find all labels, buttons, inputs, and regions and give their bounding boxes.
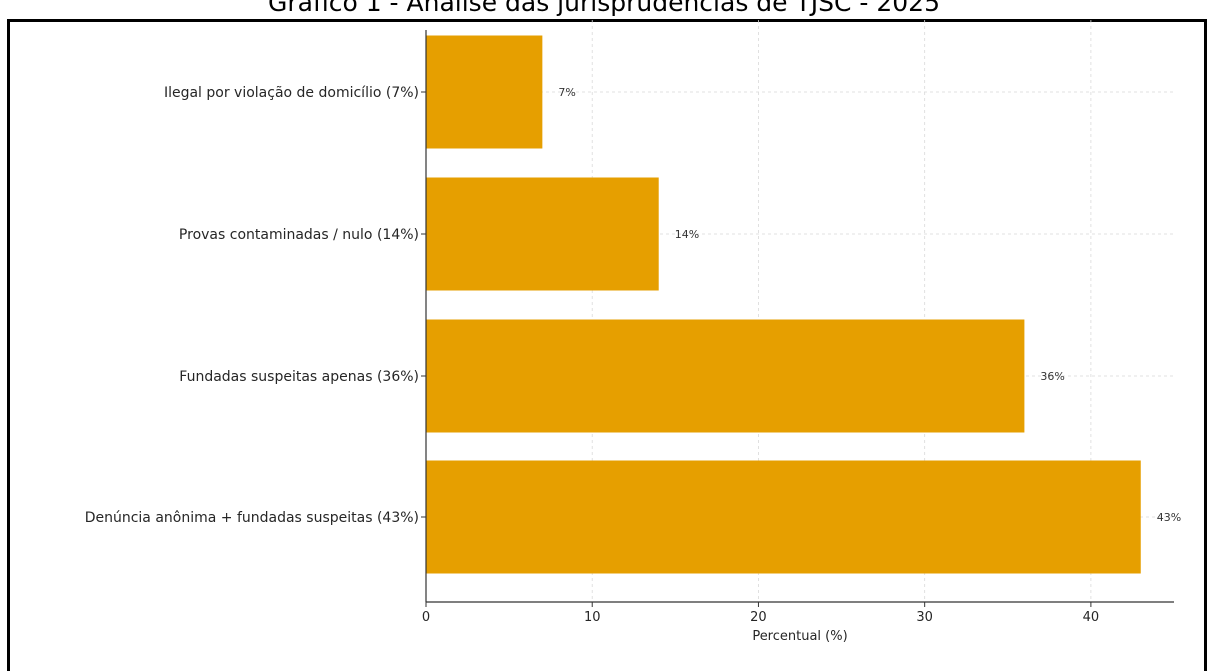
- bars: [426, 35, 1141, 574]
- bar-3: [426, 460, 1141, 574]
- value-label-0: 7%: [558, 86, 575, 99]
- labels: Ilegal por violação de domicílio (7%) 7% P…: [85, 85, 1182, 625]
- x-tick-label-30: 30: [916, 610, 933, 625]
- bar-0: [426, 35, 543, 149]
- x-axis-title: Percentual (%): [752, 629, 847, 644]
- bar-1: [426, 177, 659, 291]
- chart-title: Gráfico 1 - Análise das jurisprudências …: [267, 0, 940, 17]
- x-tick-label-0: 0: [422, 610, 430, 625]
- value-label-3: 43%: [1157, 511, 1181, 524]
- x-tick-label-20: 20: [750, 610, 767, 625]
- category-label-2: Fundadas suspeitas apenas (36%): [179, 369, 419, 385]
- value-label-1: 14%: [675, 228, 699, 241]
- value-label-2: 36%: [1040, 370, 1064, 383]
- x-tick-label-10: 10: [584, 610, 601, 625]
- axes: [421, 30, 1174, 607]
- x-tick-label-40: 40: [1083, 610, 1100, 625]
- bar-2: [426, 319, 1025, 433]
- category-label-3: Denúncia anônima + fundadas suspeitas (4…: [85, 510, 419, 526]
- category-label-1: Provas contaminadas / nulo (14%): [179, 227, 419, 243]
- category-label-0: Ilegal por violação de domicílio (7%): [164, 85, 419, 101]
